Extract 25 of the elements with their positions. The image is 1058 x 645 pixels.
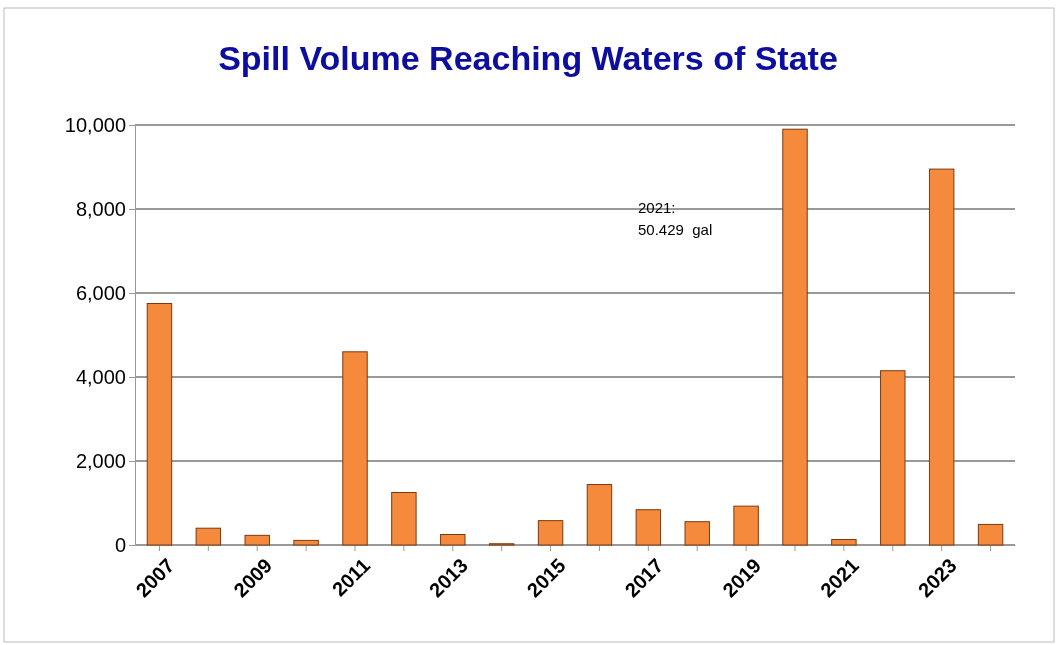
y-tick-label: 0 <box>114 533 126 556</box>
bar <box>391 492 417 546</box>
y-tick-label: 8,000 <box>75 197 126 220</box>
y-tick-label: 2,000 <box>75 449 126 472</box>
bar <box>195 527 222 546</box>
bar <box>831 539 857 546</box>
bar <box>586 484 613 546</box>
bar <box>244 534 270 546</box>
bar <box>733 505 759 546</box>
bar <box>635 509 662 546</box>
bar <box>684 521 710 546</box>
y-tick-label: 6,000 <box>75 281 126 304</box>
annotation: 2021: 50.429 gal <box>638 199 713 238</box>
bar <box>440 534 466 546</box>
y-tick-label: 4,000 <box>75 365 126 388</box>
bar <box>146 303 173 546</box>
bar <box>293 539 319 546</box>
bar <box>928 168 955 546</box>
bar <box>537 520 564 546</box>
bar <box>977 523 1004 546</box>
y-tick-label: 10,000 <box>64 113 126 136</box>
bar <box>342 351 368 546</box>
bar <box>782 128 808 546</box>
chart-title: Spill Volume Reaching Waters of State <box>218 39 838 77</box>
bar <box>880 370 906 546</box>
